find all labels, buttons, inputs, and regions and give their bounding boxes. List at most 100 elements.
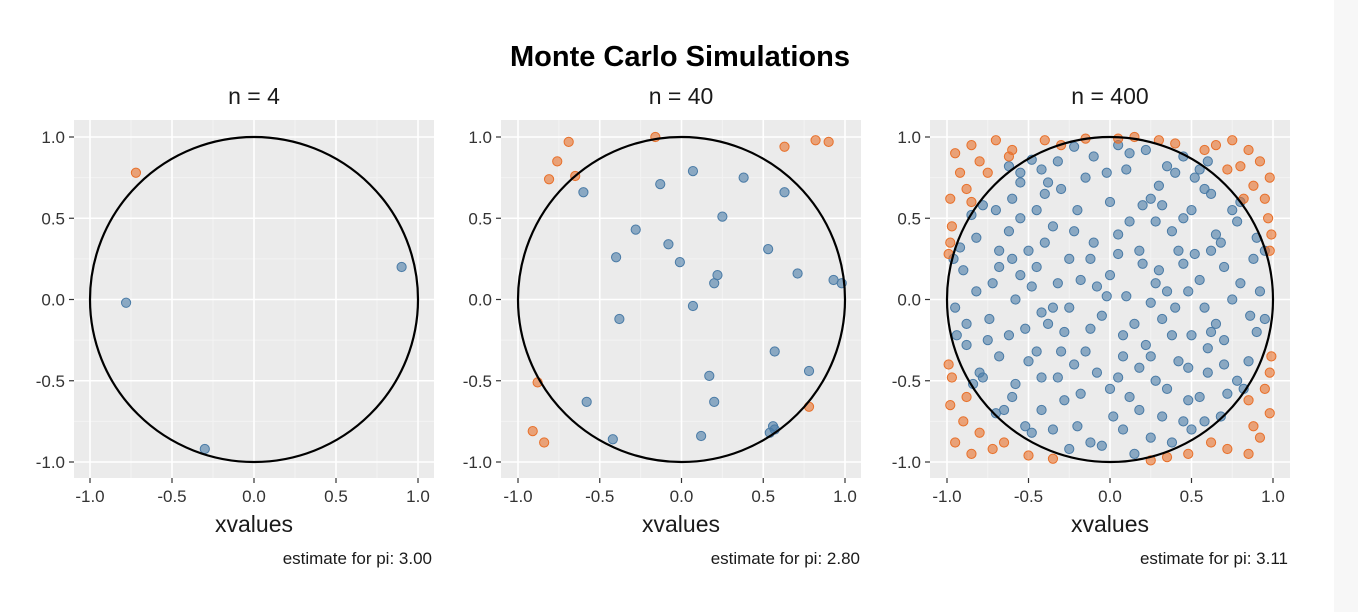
point-outside <box>1254 432 1266 443</box>
panel-2-points <box>527 131 847 448</box>
point-inside <box>1003 330 1015 341</box>
point-inside <box>1245 310 1256 321</box>
point-outside <box>1023 450 1034 461</box>
point-inside <box>1202 156 1213 167</box>
point-inside <box>1121 164 1132 175</box>
point-inside <box>1052 372 1063 383</box>
point-inside <box>704 370 715 381</box>
point-inside <box>1117 330 1129 341</box>
point-inside <box>1232 375 1243 386</box>
point-inside <box>1137 258 1148 269</box>
point-outside <box>1243 144 1254 156</box>
y-tick-label: 0.5 <box>897 209 921 228</box>
point-inside <box>1194 274 1205 286</box>
point-outside <box>1047 453 1059 464</box>
y-tick-label: 1.0 <box>468 128 492 147</box>
x-tick-label: 0.5 <box>751 487 775 506</box>
point-inside <box>1007 391 1018 403</box>
point-inside <box>709 278 720 289</box>
point-inside <box>1085 253 1096 264</box>
point-inside <box>1150 216 1161 227</box>
point-inside <box>611 252 622 263</box>
panel-3-circle <box>945 135 1275 464</box>
x-tick-label: -0.5 <box>585 487 614 506</box>
point-inside <box>1117 351 1129 362</box>
point-inside <box>1232 216 1243 227</box>
point-inside <box>1104 196 1116 208</box>
x-tick-label: 0.0 <box>1098 487 1122 506</box>
point-inside <box>1199 302 1210 313</box>
point-outside <box>1264 408 1275 419</box>
point-inside <box>687 300 699 312</box>
point-outside <box>1263 213 1274 224</box>
point-outside <box>1222 443 1233 455</box>
y-tick-label: 0.5 <box>468 209 492 228</box>
point-inside <box>1205 245 1217 256</box>
point-inside <box>961 339 972 351</box>
point-inside <box>1129 318 1140 329</box>
point-inside <box>1101 167 1112 178</box>
point-inside <box>1113 372 1124 383</box>
panel-1-points <box>120 167 407 455</box>
point-inside <box>1205 326 1217 338</box>
point-inside <box>1153 180 1165 191</box>
point-inside <box>578 187 589 198</box>
point-inside <box>1178 213 1189 224</box>
point-outside <box>1227 135 1238 146</box>
point-outside <box>966 196 977 208</box>
point-inside <box>1026 427 1037 438</box>
panel-1-grid <box>74 120 434 478</box>
point-inside <box>1124 216 1135 227</box>
point-inside <box>1157 411 1168 422</box>
point-inside <box>1047 221 1059 232</box>
point-inside <box>1183 362 1194 373</box>
point-inside <box>1157 313 1168 325</box>
point-inside <box>792 268 803 279</box>
point-inside <box>581 396 592 407</box>
point-inside <box>1108 411 1119 422</box>
point-inside <box>1036 404 1047 416</box>
point-inside <box>1215 237 1226 248</box>
point-inside <box>1210 229 1222 240</box>
point-inside <box>655 179 666 190</box>
point-inside <box>971 286 982 297</box>
point-outside <box>1266 229 1277 240</box>
point-inside <box>982 335 993 346</box>
point-inside <box>1161 383 1173 394</box>
point-inside <box>1042 318 1054 329</box>
panel-3-ticks: -1.0 -0.5 0.0 0.5 1.0 1.0 0.5 0.0 -0.5 -1.0 <box>892 128 1285 506</box>
point-inside <box>1104 270 1116 281</box>
point-inside <box>1124 148 1135 159</box>
point-inside <box>990 408 1002 419</box>
point-inside <box>1227 294 1238 305</box>
figure-title: Monte Carlo Simulations <box>510 41 850 73</box>
point-inside <box>1064 253 1075 264</box>
panel-3-xlabel: xvalues <box>1071 511 1149 537</box>
point-inside <box>1202 343 1213 354</box>
point-inside <box>961 318 972 329</box>
point-inside <box>1091 367 1103 378</box>
point-inside <box>803 365 815 377</box>
point-inside <box>1199 183 1210 195</box>
panel-3-points <box>943 131 1277 466</box>
point-inside <box>1227 205 1238 216</box>
point-outside <box>563 136 574 147</box>
point-inside <box>950 302 961 313</box>
point-inside <box>1015 167 1026 178</box>
point-inside <box>1140 144 1151 156</box>
point-inside <box>696 430 707 442</box>
point-inside <box>1020 421 1031 432</box>
point-inside <box>396 261 407 273</box>
point-inside <box>1173 245 1184 256</box>
point-inside <box>1121 291 1132 302</box>
point-inside <box>1145 297 1156 308</box>
point-inside <box>1113 248 1124 260</box>
point-inside <box>994 261 1005 273</box>
y-tick-label: -0.5 <box>892 372 921 391</box>
point-inside <box>1091 281 1103 292</box>
point-inside <box>1023 356 1034 367</box>
point-inside <box>1085 437 1096 448</box>
point-inside <box>1069 141 1080 152</box>
point-outside <box>961 391 972 403</box>
point-outside <box>539 437 550 448</box>
